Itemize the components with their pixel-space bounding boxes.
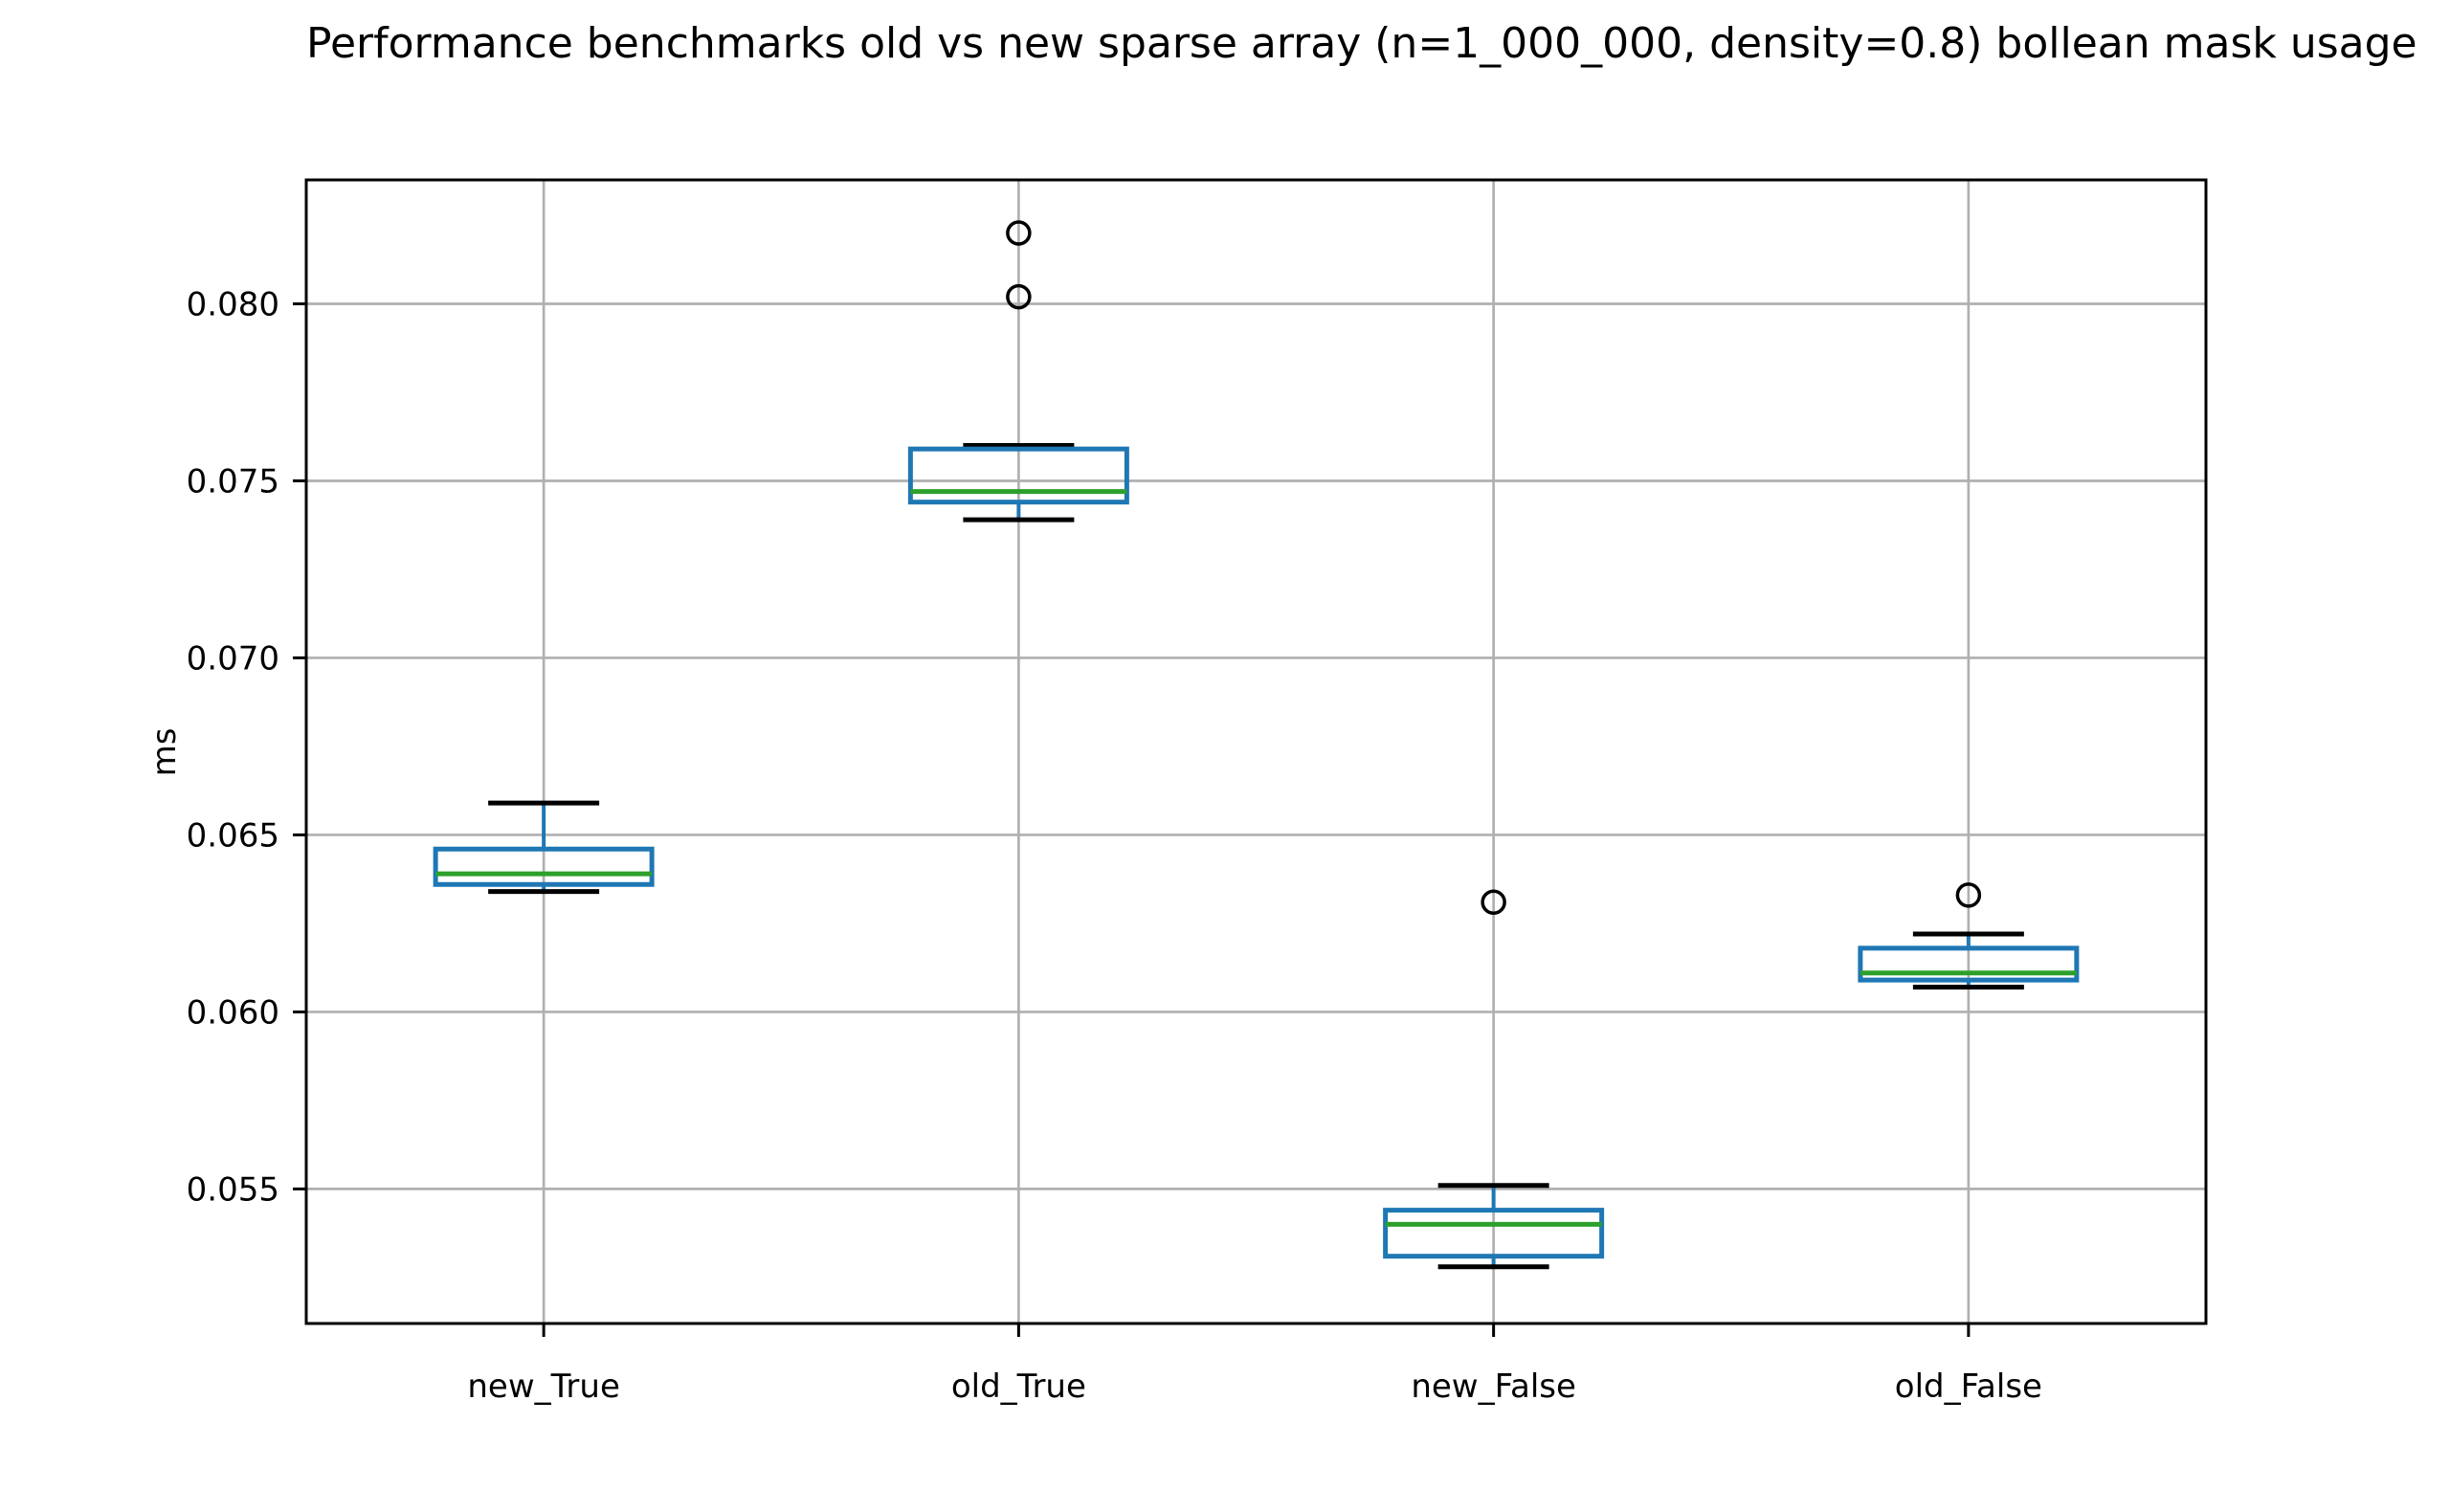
chart-title: Performance benchmarks old vs new sparse… (306, 19, 2417, 68)
box-rect (1383, 1208, 1605, 1259)
y-tick-label: 0.070 (187, 639, 279, 678)
y-tick-label: 0.055 (187, 1170, 279, 1209)
plot-border (304, 178, 2208, 1325)
y-tick-label: 0.075 (187, 462, 279, 500)
x-tick-label: old_True (951, 1367, 1086, 1406)
outlier-marker (1006, 220, 1032, 246)
y-tick-label: 0.080 (187, 285, 279, 323)
x-tick-label: new_False (1411, 1367, 1576, 1406)
x-tick-label: old_False (1895, 1367, 2042, 1406)
box-rect (433, 846, 655, 887)
outlier-marker (1481, 889, 1506, 915)
outlier-marker (1006, 283, 1032, 310)
x-tick-label: new_True (467, 1367, 620, 1406)
box-rect (1858, 945, 2080, 983)
box-rect (907, 446, 1129, 505)
outlier-marker (1955, 882, 1982, 908)
y-tick-label: 0.065 (187, 816, 279, 855)
y-tick-label: 0.060 (187, 993, 279, 1032)
